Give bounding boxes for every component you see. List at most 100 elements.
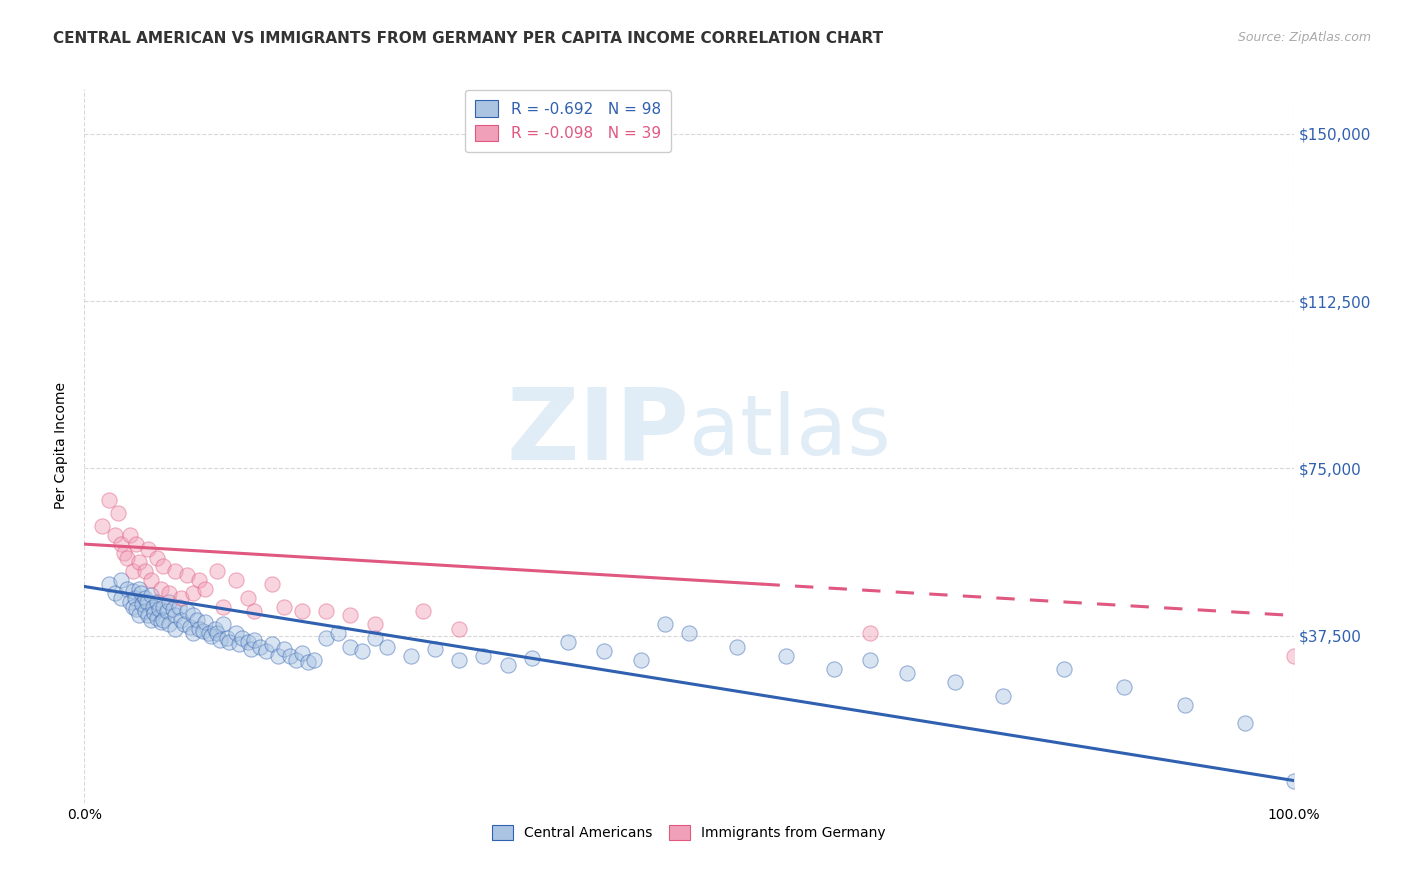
Point [328, 626, 350, 640]
Point [186, 613, 208, 627]
Point [176, 568, 198, 582]
Point [678, 626, 700, 640]
Point [654, 617, 676, 632]
Point [149, 582, 172, 596]
Point [260, 577, 283, 591]
Point [136, 595, 159, 609]
Point [173, 617, 195, 632]
Y-axis label: Per Capita Income: Per Capita Income [55, 383, 69, 509]
Point [142, 599, 165, 614]
Point [181, 626, 204, 640]
Point [146, 595, 169, 609]
Point [207, 564, 229, 578]
Point [200, 628, 222, 642]
Point [236, 635, 259, 649]
Point [110, 537, 132, 551]
Point [194, 582, 217, 596]
Point [121, 583, 143, 598]
Point [859, 626, 882, 640]
Point [449, 622, 471, 636]
Point [143, 607, 166, 621]
Point [188, 573, 211, 587]
Point [138, 541, 160, 556]
Point [260, 637, 283, 651]
Point [1282, 648, 1305, 663]
Point [375, 640, 398, 654]
Point [176, 604, 198, 618]
Point [107, 506, 129, 520]
Point [104, 528, 127, 542]
Point [207, 626, 229, 640]
Point [208, 633, 231, 648]
Point [125, 601, 148, 615]
Text: Source: ZipAtlas.com: Source: ZipAtlas.com [1237, 31, 1371, 45]
Point [198, 626, 221, 640]
Point [112, 546, 135, 560]
Legend: Central Americans, Immigrants from Germany: Central Americans, Immigrants from Germa… [486, 820, 891, 846]
Point [273, 599, 295, 614]
Text: atlas: atlas [689, 392, 890, 472]
Point [315, 604, 337, 618]
Point [215, 631, 238, 645]
Point [157, 617, 180, 632]
Text: CENTRAL AMERICAN VS IMMIGRANTS FROM GERMANY PER CAPITA INCOME CORRELATION CHART: CENTRAL AMERICAN VS IMMIGRANTS FROM GERM… [53, 31, 883, 46]
Point [181, 608, 204, 623]
Point [125, 537, 148, 551]
Point [129, 586, 152, 600]
Text: ZIP: ZIP [506, 384, 689, 480]
Point [128, 608, 150, 623]
Point [152, 613, 174, 627]
Point [120, 528, 142, 542]
Point [110, 591, 132, 605]
Point [630, 653, 652, 667]
Point [212, 617, 235, 632]
Point [557, 635, 579, 649]
Point [157, 595, 180, 609]
Point [896, 666, 918, 681]
Point [231, 631, 253, 645]
Point [170, 613, 193, 627]
Point [1053, 662, 1076, 676]
Point [97, 577, 120, 591]
Point [284, 653, 308, 667]
Point [152, 599, 174, 614]
Point [412, 604, 434, 618]
Point [134, 591, 156, 605]
Point [128, 582, 150, 596]
Point [170, 591, 193, 605]
Point [449, 653, 471, 667]
Point [225, 626, 247, 640]
Point [146, 550, 169, 565]
Point [91, 519, 114, 533]
Point [194, 615, 217, 630]
Point [242, 633, 264, 648]
Point [146, 610, 169, 624]
Point [993, 689, 1015, 703]
Point [110, 573, 132, 587]
Point [165, 622, 187, 636]
Point [97, 492, 120, 507]
Point [291, 604, 314, 618]
Point [115, 582, 138, 596]
Point [472, 648, 495, 663]
Point [139, 613, 162, 627]
Point [1282, 773, 1305, 788]
Point [120, 595, 142, 609]
Point [278, 648, 301, 663]
Point [167, 599, 190, 614]
Point [291, 646, 314, 660]
Point [181, 586, 204, 600]
Point [148, 601, 170, 615]
Point [152, 559, 174, 574]
Point [297, 655, 319, 669]
Point [225, 573, 247, 587]
Point [162, 601, 184, 615]
Point [363, 617, 385, 632]
Point [149, 615, 172, 630]
Point [363, 631, 385, 645]
Point [204, 622, 226, 636]
Point [496, 657, 519, 672]
Point [1114, 680, 1136, 694]
Point [242, 604, 264, 618]
Point [339, 640, 361, 654]
